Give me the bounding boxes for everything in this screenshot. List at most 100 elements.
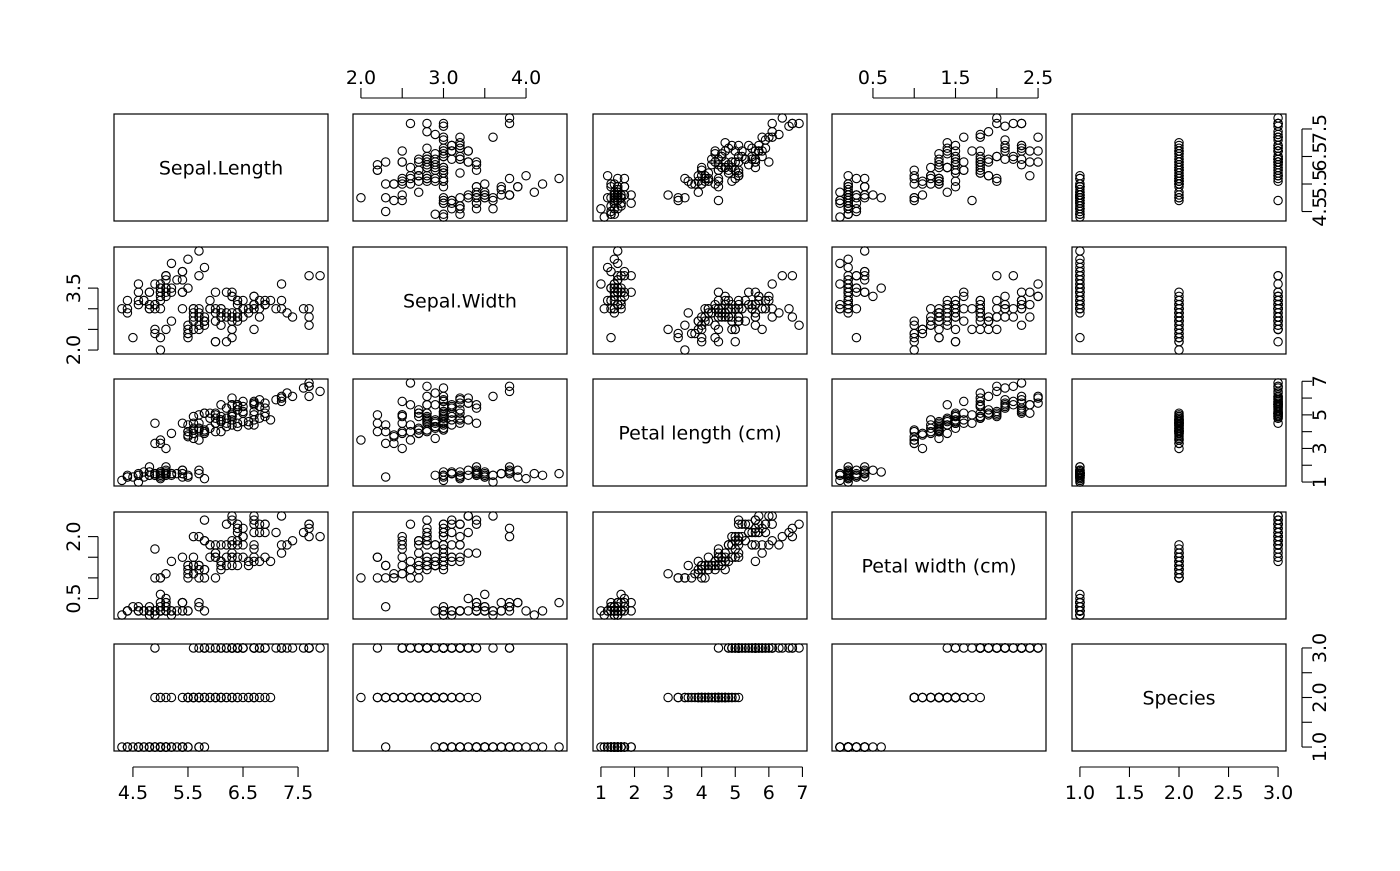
data-point xyxy=(1000,121,1010,131)
data-point xyxy=(188,423,199,434)
data-point xyxy=(397,176,407,187)
data-point xyxy=(1016,403,1027,413)
data-point xyxy=(942,143,953,153)
data-point xyxy=(298,383,309,393)
tick-label: 7.5 xyxy=(283,782,313,804)
panel-species-vs-sepal-length xyxy=(113,643,329,752)
data-point xyxy=(471,418,482,429)
data-point xyxy=(967,692,977,703)
data-point xyxy=(717,556,727,567)
data-point xyxy=(1273,129,1283,140)
data-point xyxy=(917,190,928,200)
data-point xyxy=(967,643,977,653)
data-point xyxy=(422,126,432,137)
data-point xyxy=(397,443,407,454)
panel-frame xyxy=(113,113,329,222)
data-point xyxy=(227,324,237,335)
data-point xyxy=(737,531,747,542)
data-point xyxy=(626,190,636,200)
data-point xyxy=(743,299,754,310)
axis-right-species: 1.0 2.0 3.0 xyxy=(1301,633,1331,762)
data-point xyxy=(700,176,710,187)
data-point xyxy=(967,146,977,156)
data-point xyxy=(616,193,626,203)
data-point xyxy=(760,295,771,306)
data-point xyxy=(673,573,683,583)
data-point xyxy=(177,552,188,562)
data-point xyxy=(794,320,804,331)
data-point xyxy=(194,465,204,476)
data-point xyxy=(717,692,727,703)
data-point xyxy=(942,428,953,439)
data-point xyxy=(843,295,853,306)
data-point xyxy=(210,287,221,297)
data-point xyxy=(315,270,325,281)
data-point xyxy=(743,643,754,653)
data-point xyxy=(851,332,862,343)
data-point xyxy=(210,316,221,326)
data-point xyxy=(1000,299,1010,310)
data-point xyxy=(950,324,961,335)
data-point xyxy=(950,643,961,653)
data-point xyxy=(733,540,744,550)
data-point xyxy=(260,519,270,529)
data-point xyxy=(747,643,757,653)
data-point xyxy=(205,540,215,550)
data-point xyxy=(471,692,482,703)
data-point xyxy=(843,179,853,189)
data-point xyxy=(959,287,969,297)
data-point xyxy=(183,742,193,752)
data-point xyxy=(1025,287,1035,297)
data-point xyxy=(1174,425,1184,435)
data-point xyxy=(144,304,155,314)
data-point xyxy=(438,165,449,176)
data-point xyxy=(438,742,449,752)
data-point xyxy=(909,438,919,449)
data-point xyxy=(975,401,986,412)
data-point xyxy=(405,118,416,129)
data-point xyxy=(733,168,744,178)
data-point xyxy=(992,304,1002,314)
data-point xyxy=(155,291,166,302)
data-point xyxy=(868,291,878,302)
panel-frame xyxy=(592,511,808,620)
data-point xyxy=(720,312,730,322)
tick-label: 2.0 xyxy=(346,67,376,89)
data-point xyxy=(216,304,226,314)
data-point xyxy=(438,198,449,209)
panel-frame xyxy=(592,113,808,222)
data-point xyxy=(397,692,407,703)
data-point xyxy=(794,118,804,129)
data-point xyxy=(690,179,700,189)
data-point xyxy=(276,304,287,314)
data-point xyxy=(713,544,724,554)
data-point xyxy=(1273,291,1283,302)
data-point xyxy=(446,154,457,164)
data-point xyxy=(1174,438,1184,449)
data-point xyxy=(950,176,961,187)
data-point xyxy=(1273,320,1283,331)
data-point xyxy=(298,643,309,653)
data-point xyxy=(315,531,325,542)
data-point xyxy=(155,467,166,477)
data-point xyxy=(199,643,210,653)
data-point xyxy=(693,176,704,187)
data-point xyxy=(713,154,724,164)
panel-petal-width-cm-vs-petal-length-cm xyxy=(592,511,808,620)
data-point xyxy=(868,742,878,752)
data-point xyxy=(609,742,620,752)
data-point xyxy=(397,569,407,579)
data-point xyxy=(713,692,724,703)
data-point xyxy=(942,692,953,703)
panel-sepal-length-vs-sepal-width xyxy=(352,113,568,222)
data-point xyxy=(221,287,232,297)
data-point xyxy=(480,589,490,600)
data-point xyxy=(554,742,564,752)
data-point xyxy=(199,408,210,418)
data-point xyxy=(934,324,944,335)
data-point xyxy=(480,179,490,189)
data-point xyxy=(372,692,383,703)
data-point xyxy=(254,395,265,405)
data-point xyxy=(183,472,193,482)
